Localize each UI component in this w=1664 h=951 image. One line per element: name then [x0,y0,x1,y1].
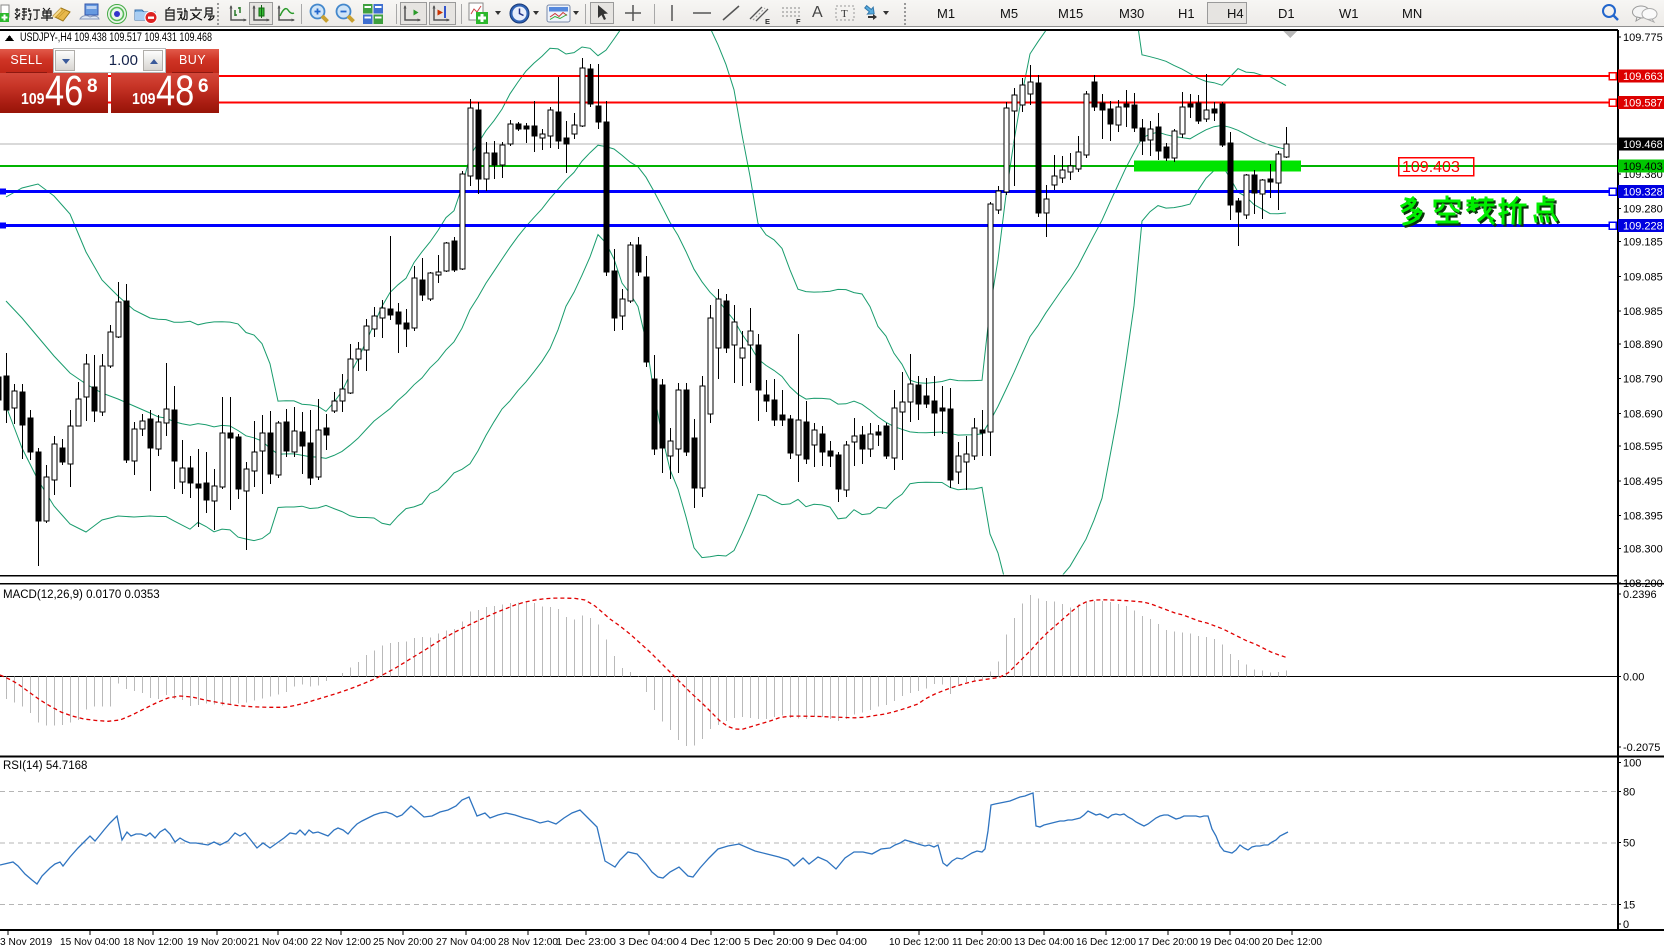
svg-text:5 Dec 20:00: 5 Dec 20:00 [744,937,804,948]
svg-text:109.328: 109.328 [1623,187,1663,199]
svg-text:108.200: 108.200 [1623,578,1663,590]
svg-text:9 Dec 04:00: 9 Dec 04:00 [807,937,867,948]
svg-text:0: 0 [1623,919,1629,931]
svg-text:MACD(12,26,9) 0.0170 0.0353: MACD(12,26,9) 0.0170 0.0353 [3,589,160,601]
svg-text:T: T [841,8,848,20]
svg-text:19 Dec 04:00: 19 Dec 04:00 [1200,937,1260,948]
svg-text:109.085: 109.085 [1623,271,1663,283]
svg-text:108.690: 108.690 [1623,408,1663,420]
svg-text:16 Dec 12:00: 16 Dec 12:00 [1076,937,1136,948]
svg-text:50: 50 [1623,838,1635,850]
svg-text:17 Dec 20:00: 17 Dec 20:00 [1138,937,1198,948]
svg-text:RSI(14) 54.7168: RSI(14) 54.7168 [3,760,87,772]
svg-text:109.403: 109.403 [1623,161,1663,173]
svg-text:108.890: 108.890 [1623,339,1663,351]
svg-text:80: 80 [1623,787,1635,799]
svg-text:0.00: 0.00 [1623,671,1644,683]
svg-text:13 Dec 04:00: 13 Dec 04:00 [1014,937,1074,948]
svg-text:15: 15 [1623,900,1635,912]
svg-text:25 Nov 20:00: 25 Nov 20:00 [373,937,433,948]
svg-text:-0.2075: -0.2075 [1623,742,1660,754]
svg-text:USDJPY-,H4 109.438 109.517 10: USDJPY-,H4 109.438 109.517 109.431 109.4… [20,32,212,44]
svg-text:109.587: 109.587 [1623,98,1663,110]
svg-text:1 Dec 23:00: 1 Dec 23:00 [556,937,616,948]
svg-text:19 Nov 20:00: 19 Nov 20:00 [187,937,247,948]
svg-text:E: E [765,17,770,25]
svg-text:15 Nov 04:00: 15 Nov 04:00 [60,937,120,948]
svg-text:28 Nov 12:00: 28 Nov 12:00 [498,937,558,948]
svg-text:109.468: 109.468 [1623,139,1663,151]
svg-text:0.2396: 0.2396 [1623,589,1657,601]
svg-text:108.495: 108.495 [1623,476,1663,488]
svg-text:F: F [796,17,801,25]
svg-text:108.985: 108.985 [1623,306,1663,318]
svg-text:3 Dec 04:00: 3 Dec 04:00 [619,937,679,948]
svg-text:10 Dec 12:00: 10 Dec 12:00 [889,937,949,948]
svg-text:100: 100 [1623,758,1641,770]
svg-text:18 Nov 12:00: 18 Nov 12:00 [123,937,183,948]
svg-text:3 Nov 2019: 3 Nov 2019 [0,937,52,948]
svg-text:22 Nov 12:00: 22 Nov 12:00 [311,937,371,948]
svg-text:108.300: 108.300 [1623,544,1663,556]
svg-text:109.185: 109.185 [1623,237,1663,249]
svg-text:108.790: 108.790 [1623,374,1663,386]
svg-text:109.280: 109.280 [1623,204,1663,216]
svg-text:4 Dec 12:00: 4 Dec 12:00 [681,937,741,948]
svg-text:109.775: 109.775 [1623,32,1663,44]
svg-text:27 Nov 04:00: 27 Nov 04:00 [436,937,496,948]
svg-text:109.403: 109.403 [1402,159,1460,176]
svg-text:108.395: 108.395 [1623,511,1663,523]
svg-text:109.228: 109.228 [1623,221,1663,233]
svg-text:11 Dec 20:00: 11 Dec 20:00 [952,937,1012,948]
svg-text:21 Nov 04:00: 21 Nov 04:00 [248,937,308,948]
svg-text:109.663: 109.663 [1623,71,1663,83]
svg-text:20 Dec 12:00: 20 Dec 12:00 [1262,937,1322,948]
svg-text:108.595: 108.595 [1623,441,1663,453]
